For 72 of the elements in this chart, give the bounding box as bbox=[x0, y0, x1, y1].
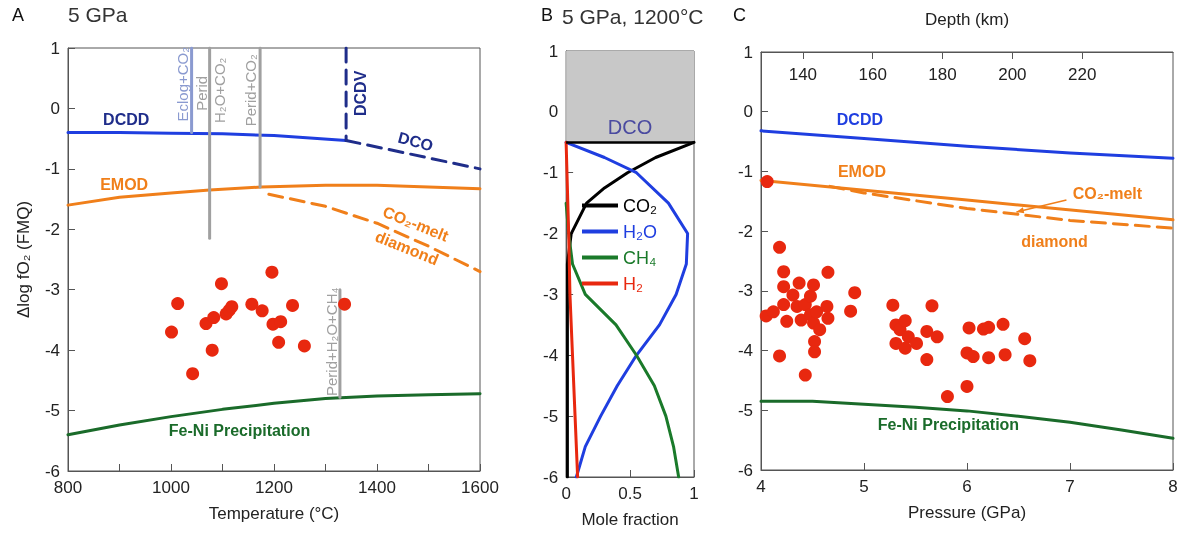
text: B bbox=[541, 5, 554, 25]
annotation: EMOD bbox=[837, 162, 886, 180]
legend-label: CO₂ bbox=[623, 195, 657, 216]
y-tick-label: -2 bbox=[542, 224, 559, 244]
annotation: Perid+H₂O+CH₄ bbox=[322, 287, 340, 397]
y-tick-label: -5 bbox=[737, 400, 753, 420]
chart-title: 5 GPa, 1200°C bbox=[562, 5, 704, 28]
x-axis-title: Mole fraction bbox=[581, 510, 679, 529]
y-tick-label: -1 bbox=[44, 159, 60, 179]
y-tick-label: -6 bbox=[542, 467, 559, 487]
annotation: DCO bbox=[396, 128, 435, 155]
y-axis-title: Δlog fO₂ (FMQ) bbox=[14, 200, 33, 319]
y-tick-label: 1 bbox=[50, 38, 60, 58]
annotation: EMOD bbox=[100, 176, 149, 194]
x2-tick-label: 180 bbox=[928, 65, 957, 84]
x-tick-label: 1000 bbox=[152, 478, 190, 497]
x2-axis-title: Depth (km) bbox=[924, 10, 1010, 29]
annotation: Perid+CO₂ bbox=[242, 54, 260, 127]
annotation: Fe-Ni Precipitation bbox=[168, 422, 311, 440]
annotation: CO₂-melt bbox=[1072, 184, 1143, 202]
x-tick-label: 1600 bbox=[461, 478, 499, 497]
y-tick-label: -4 bbox=[542, 345, 559, 365]
annotation: DCDV bbox=[351, 70, 369, 116]
x-tick-label: 7 bbox=[1065, 477, 1075, 496]
y-tick-label: -6 bbox=[737, 460, 753, 480]
annotation: DCDD bbox=[103, 110, 150, 128]
legend-label: CH₄ bbox=[623, 247, 657, 268]
annotation: Perid bbox=[193, 75, 211, 111]
x2-tick-label: 160 bbox=[858, 65, 887, 84]
text: C bbox=[733, 5, 746, 25]
x-tick-label: 1400 bbox=[358, 478, 396, 497]
x2-tick-label: 220 bbox=[1068, 65, 1097, 84]
x-tick-label: 4 bbox=[756, 477, 766, 496]
x-tick-label: 5 bbox=[859, 477, 869, 496]
annotation: Eclog+CO₂ bbox=[174, 46, 192, 122]
x-tick-label: 0.5 bbox=[618, 484, 642, 503]
y-tick-label: -2 bbox=[737, 221, 753, 241]
x-tick-label: 1 bbox=[689, 484, 699, 503]
y-tick-label: -5 bbox=[542, 406, 559, 426]
y-tick-label: -1 bbox=[737, 161, 753, 181]
y-tick-label: 0 bbox=[548, 102, 559, 122]
chart-title: 5 GPa bbox=[68, 3, 128, 26]
x2-tick-label: 140 bbox=[788, 65, 818, 84]
y-tick-label: -2 bbox=[44, 219, 60, 239]
text: A bbox=[12, 5, 25, 25]
y-tick-label: -3 bbox=[737, 281, 753, 301]
y-tick-label: -4 bbox=[737, 341, 753, 361]
x-tick-label: 6 bbox=[962, 477, 972, 496]
y-tick-label: 0 bbox=[743, 102, 753, 122]
x-axis-title: Temperature (°C) bbox=[208, 504, 340, 523]
y-tick-label: -6 bbox=[44, 461, 60, 481]
y-tick-label: -1 bbox=[542, 163, 559, 183]
annotation: DCDD bbox=[836, 110, 883, 128]
band-label: DCO bbox=[607, 116, 653, 139]
y-tick-label: 1 bbox=[743, 42, 753, 62]
legend-label: H₂O bbox=[623, 221, 657, 242]
x-tick-label: 8 bbox=[1168, 477, 1178, 496]
annotation: Fe-Ni Precipitation bbox=[877, 415, 1020, 433]
x2-tick-label: 200 bbox=[998, 65, 1027, 84]
y-tick-label: 0 bbox=[50, 98, 60, 118]
x-tick-label: 1200 bbox=[255, 478, 293, 497]
annotation: diamond bbox=[1021, 232, 1088, 250]
annotation: H₂O+CO₂ bbox=[211, 57, 229, 123]
x-tick-label: 800 bbox=[53, 478, 83, 497]
y-tick-label: -3 bbox=[44, 280, 60, 300]
x-axis-title: Pressure (GPa) bbox=[907, 503, 1027, 522]
y-tick-label: -5 bbox=[44, 401, 60, 421]
y-tick-label: 1 bbox=[548, 41, 559, 61]
legend-label: H₂ bbox=[623, 273, 643, 294]
y-tick-label: -3 bbox=[542, 284, 559, 304]
x-tick-label: 0 bbox=[561, 484, 571, 503]
y-tick-label: -4 bbox=[44, 340, 60, 360]
